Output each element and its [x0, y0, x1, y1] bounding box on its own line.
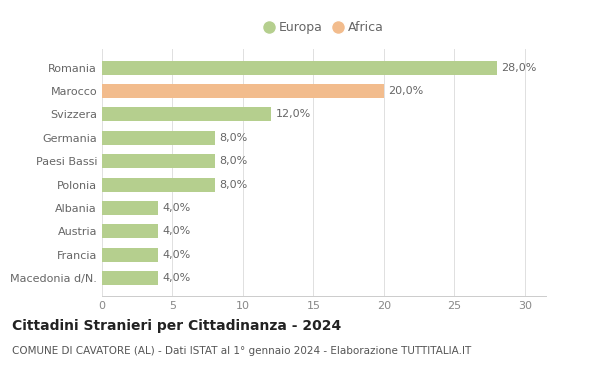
Text: 12,0%: 12,0%	[275, 109, 311, 119]
Bar	[102, 248, 158, 262]
Text: 20,0%: 20,0%	[388, 86, 424, 96]
Text: 8,0%: 8,0%	[219, 133, 247, 143]
Bar	[102, 61, 497, 74]
Bar	[102, 177, 215, 192]
Text: COMUNE DI CAVATORE (AL) - Dati ISTAT al 1° gennaio 2024 - Elaborazione TUTTITALI: COMUNE DI CAVATORE (AL) - Dati ISTAT al …	[12, 346, 471, 356]
Bar	[102, 84, 384, 98]
Text: 4,0%: 4,0%	[163, 203, 191, 213]
Text: 8,0%: 8,0%	[219, 180, 247, 190]
Bar	[102, 271, 158, 285]
Text: 28,0%: 28,0%	[501, 63, 536, 73]
Text: 8,0%: 8,0%	[219, 156, 247, 166]
Legend: Europa, Africa: Europa, Africa	[259, 16, 389, 39]
Bar	[102, 108, 271, 122]
Bar	[102, 224, 158, 238]
Bar	[102, 154, 215, 168]
Bar	[102, 131, 215, 145]
Text: 4,0%: 4,0%	[163, 226, 191, 236]
Text: Cittadini Stranieri per Cittadinanza - 2024: Cittadini Stranieri per Cittadinanza - 2…	[12, 319, 341, 333]
Text: 4,0%: 4,0%	[163, 250, 191, 260]
Text: 4,0%: 4,0%	[163, 273, 191, 283]
Bar	[102, 201, 158, 215]
